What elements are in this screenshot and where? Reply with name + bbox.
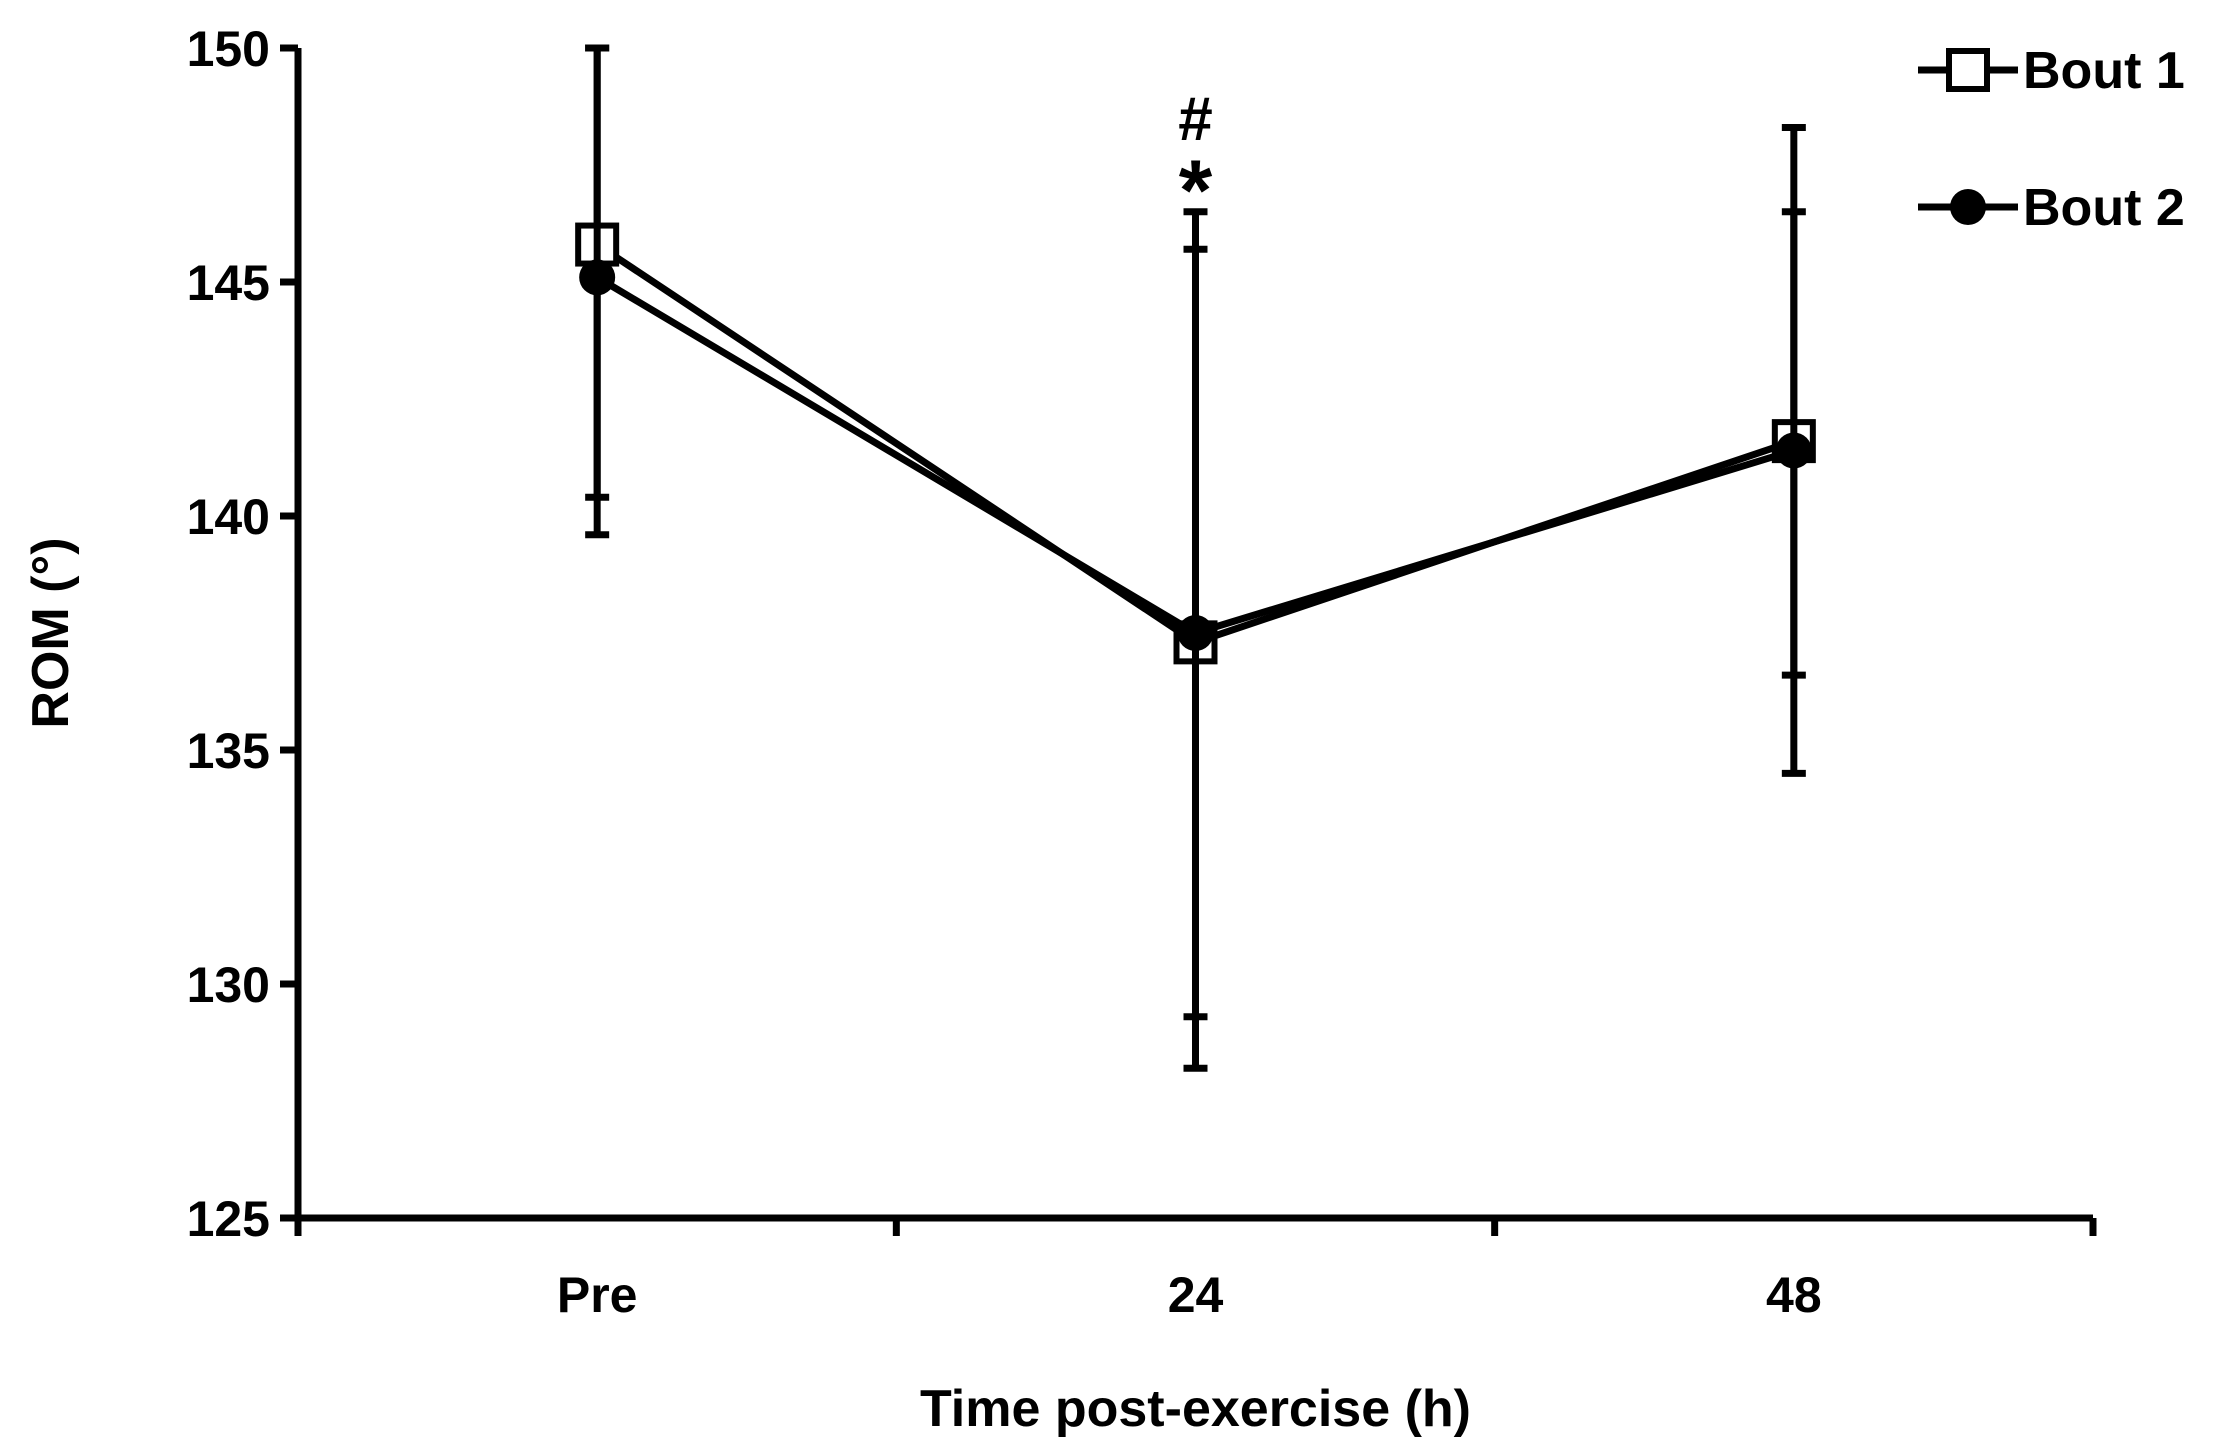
significance-hash: #	[1178, 85, 1212, 154]
y-tick-label: 150	[187, 21, 270, 77]
x-tick-label: 48	[1766, 1267, 1822, 1323]
y-tick-label: 135	[187, 723, 270, 779]
legend-label: Bout 1	[2023, 42, 2185, 100]
x-tick-label: Pre	[557, 1267, 638, 1323]
axes	[294, 48, 2093, 1222]
significance-asterisk: *	[1179, 143, 1213, 239]
y-ticks: 125 130 135 140 145 150	[187, 21, 298, 1247]
legend: Bout 1 Bout 2	[1918, 42, 2185, 237]
legend-label: Bout 2	[2023, 179, 2185, 237]
annotations: #*	[1178, 85, 1213, 239]
data-point	[1177, 615, 1214, 651]
x-tick-label: 24	[1168, 1267, 1224, 1323]
y-axis-title: ROM (°)	[22, 537, 80, 728]
x-axis-title: Time post-exercise (h)	[920, 1380, 1471, 1438]
legend-item: Bout 2	[1918, 179, 2185, 237]
data-point	[579, 259, 616, 296]
y-tick-label: 130	[187, 957, 270, 1013]
y-tick-label: 145	[187, 255, 270, 311]
y-tick-label: 140	[187, 489, 270, 545]
data-point	[1775, 432, 1812, 469]
legend-marker	[1946, 48, 1990, 92]
legend-marker	[1950, 189, 1986, 225]
series-layer	[575, 44, 1816, 1072]
series-2	[579, 44, 1812, 1021]
legend-item: Bout 1	[1918, 42, 2185, 100]
y-tick-label: 125	[187, 1191, 270, 1247]
x-ticks: Pre 24 48	[294, 1218, 2097, 1323]
